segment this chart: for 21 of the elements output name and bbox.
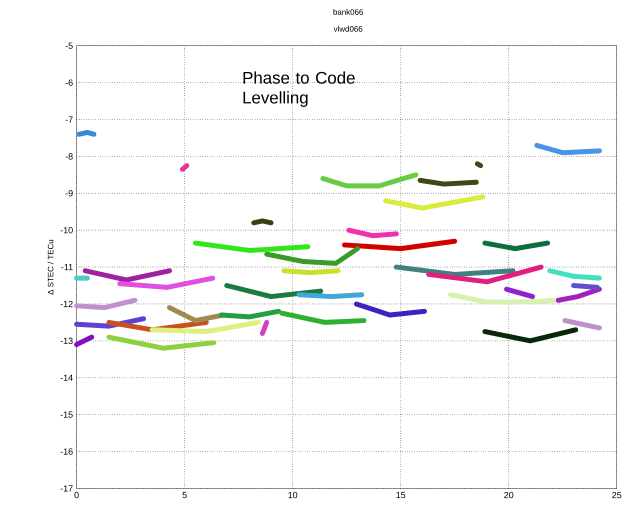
annotation: Phase to Code Levelling (244, 71, 355, 107)
y-tick-label: -10 (60, 226, 73, 234)
y-tick-label: -11 (61, 264, 73, 270)
y-tick-label: -7 (66, 116, 73, 122)
x-tick-label: 20 (504, 492, 514, 498)
y-tick-label: -13 (60, 338, 73, 344)
line-series (264, 246, 360, 266)
y-tick-label: -16 (60, 448, 73, 455)
y-tick-label: -12 (60, 300, 73, 307)
x-tick-label: 25 (612, 492, 622, 498)
y-tick-label: -15 (60, 411, 73, 418)
y-tick-label: -8 (66, 153, 73, 160)
x-tick-label: 5 (182, 492, 187, 498)
y-tick-label: -9 (66, 190, 73, 196)
x-tick-label: 10 (288, 492, 298, 498)
y-tick-label: -14 (60, 374, 73, 381)
x-tick-label: 0 (74, 492, 79, 498)
y-tick-label: -6 (66, 79, 73, 86)
x-tick-label: 15 (396, 492, 406, 498)
y-tick-label: -17 (60, 485, 73, 492)
y-tick-label: -5 (66, 42, 73, 49)
